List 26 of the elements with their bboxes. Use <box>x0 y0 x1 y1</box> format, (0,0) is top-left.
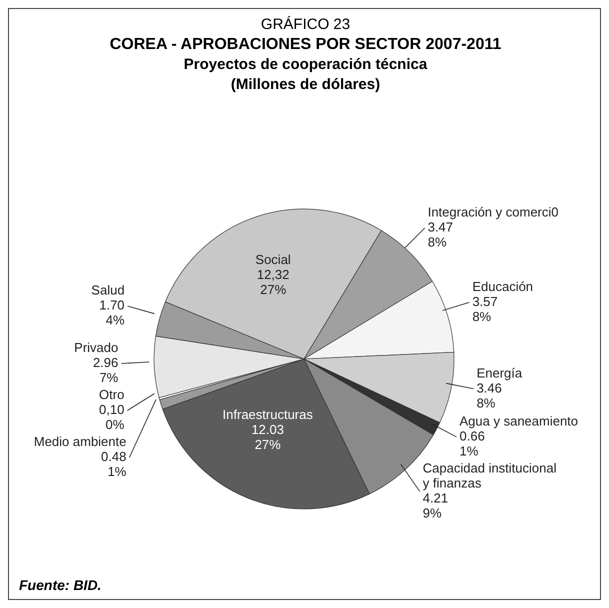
slice-label: Social <box>255 252 291 268</box>
data-label: 1.70 4% <box>99 298 125 328</box>
text: GRÁFICO 23 <box>260 15 352 35</box>
data-label: 12,32 27% <box>256 267 290 298</box>
data-label: 3.47 8% <box>428 220 454 250</box>
slice-label: Energía <box>476 365 523 380</box>
slice-label: Capacidad institucional y finanzas <box>422 460 557 490</box>
data-label: 2.96 7% <box>92 355 119 386</box>
source-note: Fuente: BID. <box>19 577 102 593</box>
data-label: 0.66 1% <box>460 428 485 458</box>
chart-title: COREA - APROBACIONES POR SECTOR 2007-2011 <box>108 35 502 55</box>
slice-label: Integración y comerci0 <box>428 204 559 220</box>
data-label: 3.46 8% <box>476 380 502 410</box>
data-label: 3.57 8% <box>472 294 498 324</box>
chart-subtitle: Proyectos de cooperación técnica (Millones de dólares) <box>182 55 428 95</box>
slice-label: Privado <box>74 340 118 356</box>
data-label: 12.03 27% <box>251 422 284 452</box>
slice-label: Educación <box>472 278 534 294</box>
slice-label: Salud <box>91 282 125 298</box>
data-label: 4.21 9% <box>422 490 448 520</box>
slice-label: Agua y saneamiento <box>460 413 578 428</box>
slice-label: Medio ambiente <box>34 434 126 450</box>
slice-label: Otro <box>99 387 124 402</box>
data-label: 0,10 0% <box>99 402 125 432</box>
data-label: 0.48 1% <box>101 449 127 480</box>
slice-label: Infraestructuras <box>222 406 314 422</box>
